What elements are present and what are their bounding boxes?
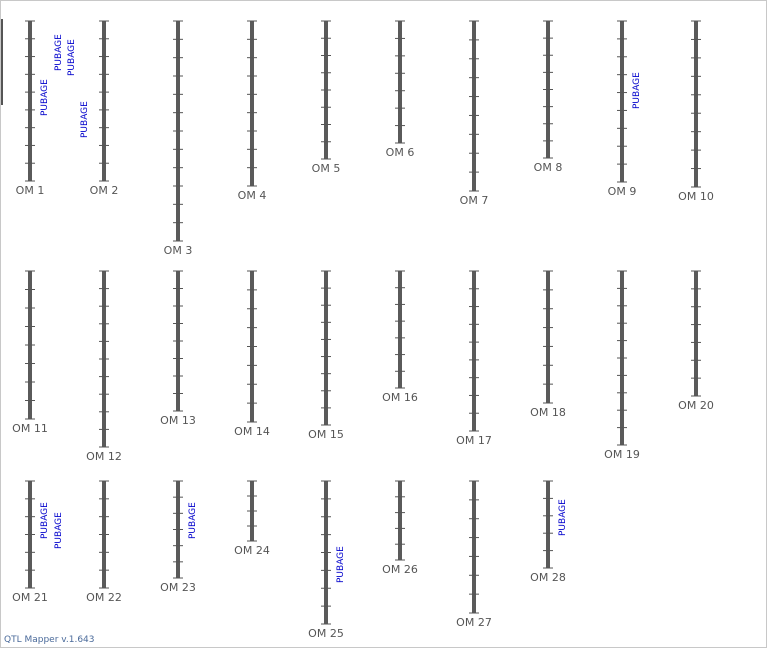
chromosome-label: OM 19 <box>604 448 640 461</box>
chromosome-bar <box>398 271 402 388</box>
chromosome-bar <box>102 21 106 181</box>
chromosome-label: OM 26 <box>382 563 418 576</box>
chromosome-bar <box>324 271 328 425</box>
chromosome-bar <box>250 21 254 186</box>
chromosome-label: OM 13 <box>160 414 196 427</box>
chromosome-label: OM 17 <box>456 434 492 447</box>
chromosome-label: OM 18 <box>530 406 566 419</box>
chromosome-label: OM 6 <box>386 146 415 159</box>
qtl-label: PUBAGE <box>80 101 90 138</box>
chromosome-om-13: OM 13 <box>160 270 196 427</box>
chromosome-om-3: OM 3 <box>164 20 193 257</box>
chromosome-label: OM 5 <box>312 162 341 175</box>
chromosome-label: OM 21 <box>12 591 48 604</box>
chromosome-label: OM 24 <box>234 544 270 557</box>
chromosome-label: OM 20 <box>678 399 714 412</box>
chromosome-om-25: OM 25 PUBAGE <box>308 480 346 640</box>
chromosome-label: OM 16 <box>382 391 418 404</box>
chromosome-om-2: OM 2 <box>90 20 119 197</box>
chromosome-label: OM 1 <box>16 184 45 197</box>
qtl-label: PUBAGE <box>40 79 50 116</box>
chromosome-om-28: OM 28 PUBAGE <box>530 480 568 584</box>
chromosome-label: OM 15 <box>308 428 344 441</box>
chromosome-label: OM 23 <box>160 581 196 594</box>
chromosome-bar <box>398 481 402 560</box>
qtl-label: PUBAGE <box>67 39 77 76</box>
chromosome-om-17: OM 17 <box>456 270 492 447</box>
chromosome-om-26: OM 26 <box>382 480 418 576</box>
chromosome-label: OM 2 <box>90 184 119 197</box>
chromosome-label: OM 25 <box>308 627 344 640</box>
chromosome-om-4: OM 4 <box>238 20 267 202</box>
chromosome-om-18: OM 18 <box>530 270 566 419</box>
chromosome-om-19: OM 19 <box>604 270 640 461</box>
chromosome-label: OM 22 <box>86 591 122 604</box>
chromosome-om-12: OM 12 <box>86 270 122 463</box>
chromosome-om-6: OM 6 <box>386 20 415 159</box>
chromosome-om-15: OM 15 <box>308 270 344 441</box>
chromosome-om-7: OM 7 <box>460 20 489 207</box>
qtl-label: PUBAGE <box>632 72 642 109</box>
chromosome-bar <box>472 271 476 431</box>
chromosome-label: OM 9 <box>608 185 637 198</box>
chromosome-label: OM 10 <box>678 190 714 203</box>
chromosome-label: OM 3 <box>164 244 193 257</box>
chromosome-om-24: OM 24 <box>234 480 270 557</box>
chromosome-om-23: OM 23 PUBAGE <box>160 480 198 594</box>
chromosome-label: OM 7 <box>460 194 489 207</box>
chromosome-om-21: OM 21 PUBAGE PUBAGE <box>12 480 64 604</box>
qtl-label: PUBAGE <box>40 502 50 539</box>
chromosome-bar <box>398 21 402 143</box>
chromosome-om-16: OM 16 <box>382 270 418 404</box>
qtl-label: PUBAGE <box>188 502 198 539</box>
chromosome-om-9: OM 9 PUBAGE <box>608 20 642 198</box>
chromosome-om-22: OM 22 <box>86 480 122 604</box>
chromosome-om-8: OM 8 <box>534 20 563 174</box>
chromosome-bar <box>28 21 32 181</box>
chromosome-bar <box>694 271 698 396</box>
version-label: QTL Mapper v.1.643 <box>4 635 95 645</box>
chromosome-label: OM 28 <box>530 571 566 584</box>
chromosome-label: OM 4 <box>238 189 267 202</box>
chromosome-om-10: OM 10 <box>678 20 714 203</box>
chromosome-label: OM 27 <box>456 616 492 629</box>
chromosome-label: OM 12 <box>86 450 122 463</box>
chromosome-bar <box>472 481 476 613</box>
chromosome-om-5: OM 5 <box>312 20 341 175</box>
chromosome-label: OM 8 <box>534 161 563 174</box>
chromosome-label: OM 11 <box>12 422 48 435</box>
chromosome-om-27: OM 27 <box>456 480 492 629</box>
qtl-label: PUBAGE <box>54 512 64 549</box>
qtl-label: PUBAGE <box>336 546 346 583</box>
chromosome-label: OM 14 <box>234 425 270 438</box>
chromosome-bar <box>546 271 550 403</box>
chromosome-om-11: OM 11 <box>12 270 48 435</box>
chromosome-bar <box>472 21 476 191</box>
chromosome-bar <box>546 481 550 568</box>
chromosome-om-20: OM 20 <box>678 270 714 412</box>
chromosome-om-14: OM 14 <box>234 270 270 438</box>
qtl-label: PUBAGE <box>54 34 64 71</box>
chromosome-bar <box>694 21 698 187</box>
chromosome-bar <box>620 21 624 182</box>
left-edge-marker <box>1 19 3 105</box>
qtl-label: PUBAGE <box>558 499 568 536</box>
